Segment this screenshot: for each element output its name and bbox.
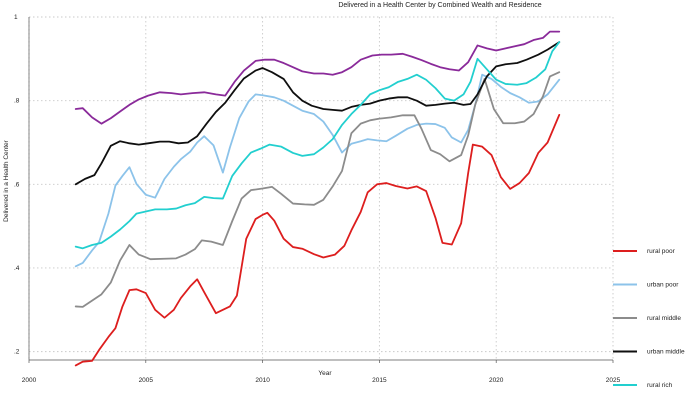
x-tick-label: 2010: [255, 377, 270, 384]
x-tick-label: 2015: [372, 377, 387, 384]
y-tick-label: .8: [14, 98, 20, 105]
grid: [28, 16, 614, 360]
series-line-urban-middle: [74, 41, 561, 186]
x-axis-label: Year: [318, 370, 332, 377]
y-tick-label: 1: [14, 14, 18, 21]
legend-label-rural-middle: rural middle: [647, 315, 681, 322]
legend-label-urban-middle: urban middle: [647, 349, 685, 356]
y-tick-label: .2: [14, 349, 20, 356]
series-line-rural-rich: [74, 41, 561, 250]
legend-label-rural-rich: rural rich: [647, 382, 673, 389]
x-tick-label: 2025: [606, 377, 621, 384]
legend: rural poor urban poor rural middle urban mi…: [613, 248, 685, 389]
series-line-urban-rich: [74, 30, 561, 125]
series-lines: [74, 30, 561, 367]
chart-title: Delivered in a Health Center by Combined…: [338, 2, 541, 9]
x-tick-label: 2020: [489, 377, 504, 384]
series-line-urban-poor: [74, 73, 561, 268]
axes: 2000 2005 2010 2015 2020 2025 .2 .4 .6 .8 1: [14, 14, 621, 384]
x-tick-label: 2005: [139, 377, 154, 384]
legend-label-urban-poor: urban poor: [647, 282, 679, 289]
y-axis-label: Delivered in a Health Center: [3, 139, 10, 221]
y-tick-label: .6: [14, 181, 20, 188]
y-tick-label: .4: [14, 265, 20, 272]
x-tick-label: 2000: [22, 377, 37, 384]
series-line-rural-poor: [74, 113, 561, 367]
legend-label-rural-poor: rural poor: [647, 248, 676, 255]
